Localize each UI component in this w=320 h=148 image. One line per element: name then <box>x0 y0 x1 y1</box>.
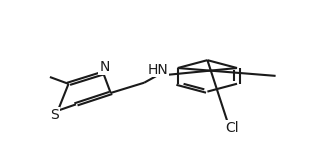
Text: HN: HN <box>148 63 168 77</box>
Text: S: S <box>50 108 59 122</box>
Text: N: N <box>99 60 110 74</box>
Text: Cl: Cl <box>226 121 239 135</box>
